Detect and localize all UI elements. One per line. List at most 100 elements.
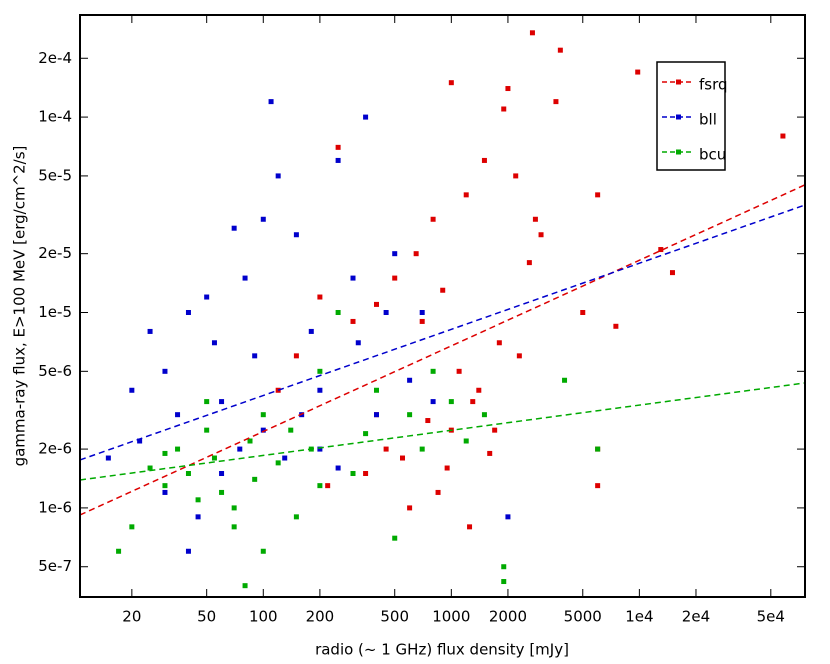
point xyxy=(185,548,191,554)
fit-line xyxy=(79,204,806,461)
point xyxy=(580,309,586,315)
x-tick-label: 100 xyxy=(249,608,278,626)
point xyxy=(501,106,507,112)
x-tick-label: 20 xyxy=(122,608,141,626)
y-tick-label: 1e-5 xyxy=(38,303,72,321)
point xyxy=(293,232,299,238)
point xyxy=(317,368,323,374)
point xyxy=(407,412,413,418)
point xyxy=(448,80,454,86)
point xyxy=(293,514,299,520)
point xyxy=(430,399,436,405)
fit-line xyxy=(79,382,806,481)
point xyxy=(308,328,314,334)
point xyxy=(204,294,210,300)
point xyxy=(129,524,135,530)
legend-marker xyxy=(676,149,681,155)
point xyxy=(260,216,266,222)
point xyxy=(526,260,532,266)
legend-marker xyxy=(676,79,681,85)
point xyxy=(448,399,454,405)
point xyxy=(425,418,431,424)
plot-frame xyxy=(79,14,806,598)
point xyxy=(658,247,664,253)
point xyxy=(470,399,476,405)
point xyxy=(162,450,168,456)
point xyxy=(373,387,379,393)
point xyxy=(780,133,786,139)
point xyxy=(260,427,266,433)
point xyxy=(317,446,323,452)
point xyxy=(392,275,398,281)
point xyxy=(282,455,288,461)
point xyxy=(467,524,473,530)
point xyxy=(487,450,493,456)
point xyxy=(595,192,601,198)
point xyxy=(242,275,248,281)
point xyxy=(430,368,436,374)
point xyxy=(162,489,168,495)
point xyxy=(129,387,135,393)
point xyxy=(407,377,413,383)
point xyxy=(562,377,568,383)
point xyxy=(501,579,507,585)
point xyxy=(419,446,425,452)
point xyxy=(317,483,323,489)
point xyxy=(162,483,168,489)
point xyxy=(335,157,341,163)
point xyxy=(463,438,469,444)
point xyxy=(557,47,563,53)
y-tick-label: 2e-4 xyxy=(38,49,72,67)
point xyxy=(419,318,425,324)
point xyxy=(252,476,258,482)
point xyxy=(553,99,559,105)
point xyxy=(476,387,482,393)
point xyxy=(335,309,341,315)
point xyxy=(219,470,225,476)
point xyxy=(516,353,522,359)
point xyxy=(211,340,217,346)
point xyxy=(185,470,191,476)
x-tick-label: 200 xyxy=(306,608,335,626)
point xyxy=(463,192,469,198)
x-tick-label: 5000 xyxy=(564,608,602,626)
point xyxy=(175,446,181,452)
point xyxy=(595,446,601,452)
point xyxy=(669,270,675,276)
point xyxy=(419,309,425,315)
x-tick-label: 5e4 xyxy=(757,608,785,626)
point xyxy=(325,483,331,489)
point xyxy=(529,30,535,36)
point xyxy=(288,427,294,433)
y-tick-label: 1e-4 xyxy=(38,108,72,126)
point xyxy=(373,301,379,307)
point xyxy=(481,157,487,163)
point xyxy=(435,489,441,495)
point xyxy=(335,465,341,471)
point xyxy=(392,535,398,541)
point xyxy=(444,465,450,471)
x-axis-label: radio (~ 1 GHz) flux density [mJy] xyxy=(315,641,569,659)
point xyxy=(363,431,369,437)
point xyxy=(532,216,538,222)
point xyxy=(247,438,253,444)
point xyxy=(317,387,323,393)
x-tick-label: 2000 xyxy=(489,608,527,626)
point xyxy=(350,275,356,281)
legend-label: fsrq xyxy=(699,76,728,94)
point xyxy=(268,99,274,105)
point xyxy=(505,514,511,520)
point xyxy=(392,251,398,257)
point xyxy=(204,399,210,405)
point xyxy=(513,173,519,179)
x-tick-label: 2e4 xyxy=(682,608,710,626)
point xyxy=(219,489,225,495)
x-tick-label: 500 xyxy=(380,608,409,626)
point xyxy=(204,427,210,433)
legend-marker xyxy=(676,114,681,120)
point xyxy=(162,368,168,374)
point xyxy=(242,583,248,589)
point xyxy=(175,412,181,418)
point xyxy=(407,505,413,511)
